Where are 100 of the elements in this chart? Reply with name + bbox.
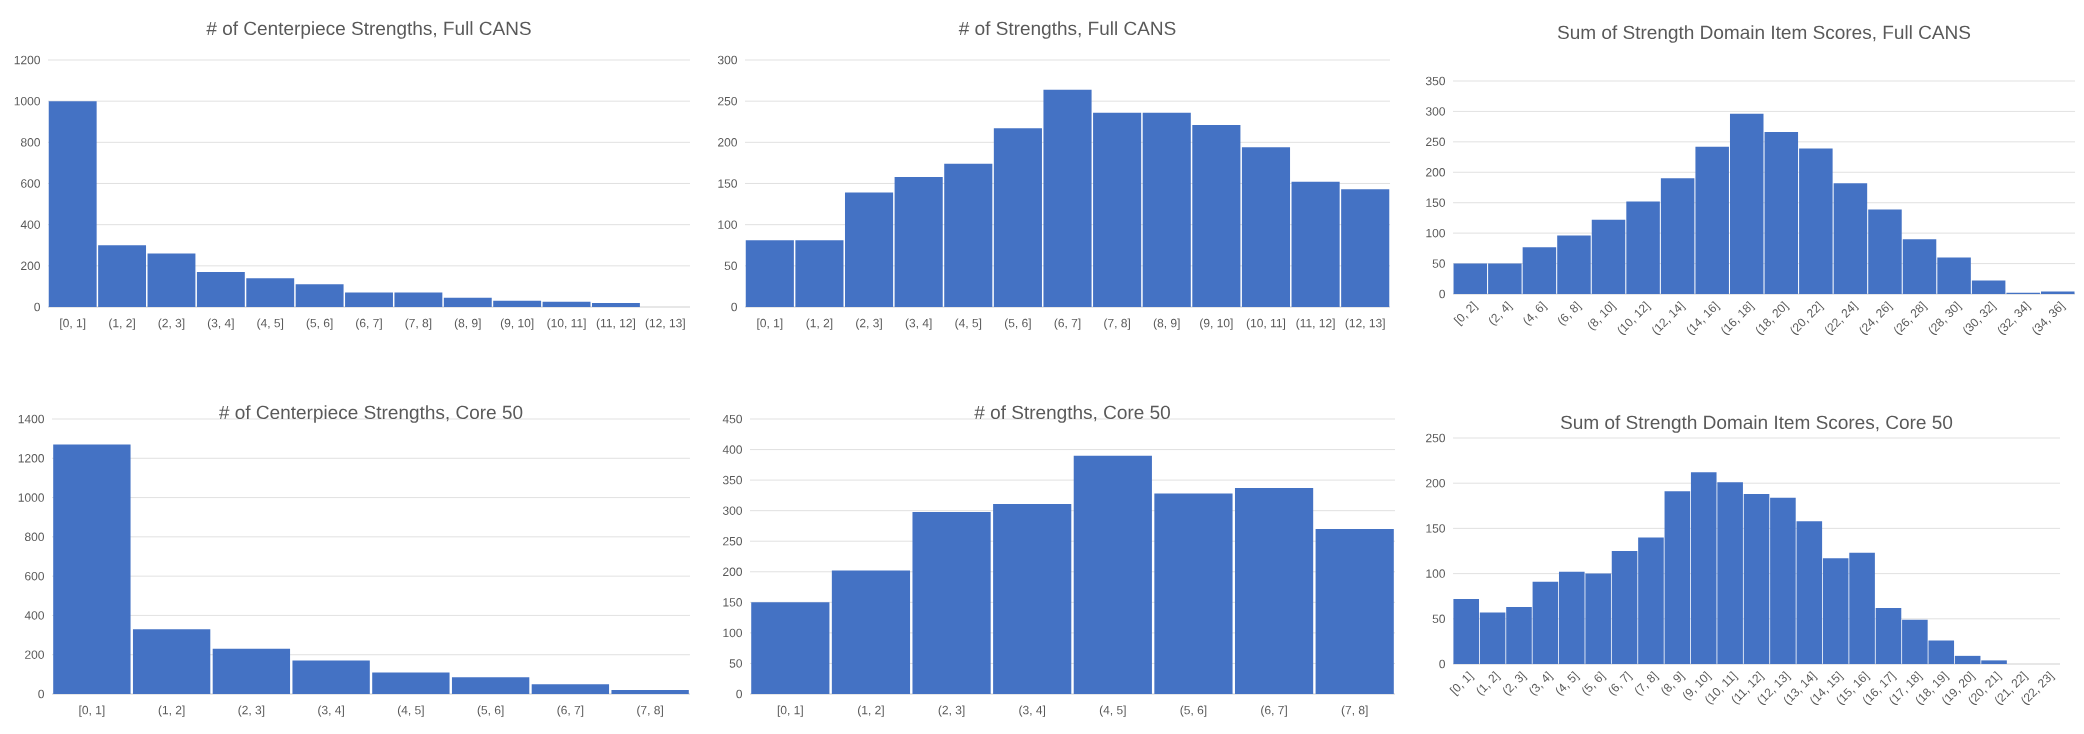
y-tick-label: 0 bbox=[736, 689, 743, 699]
x-tick-label: (7, 8] bbox=[405, 318, 432, 330]
bar bbox=[53, 444, 131, 694]
x-tick-label: (8, 10] bbox=[1587, 301, 1618, 331]
x-tick-label: (2, 3] bbox=[1503, 671, 1528, 696]
x-tick-label: (8, 9] bbox=[1153, 318, 1180, 330]
x-tick-label: (6, 7] bbox=[356, 318, 382, 330]
y-tick-label: 50 bbox=[1432, 614, 1446, 624]
y-tick-label: 150 bbox=[1426, 198, 1446, 207]
y-tick-label: 300 bbox=[722, 506, 743, 515]
x-tick-label: (5, 6] bbox=[1180, 705, 1207, 717]
x-tick-label: (8, 9] bbox=[454, 318, 481, 330]
x-tick-label: (11, 12] bbox=[596, 318, 635, 330]
chart-title: # of Centerpiece Strengths, Core 50 bbox=[219, 405, 523, 423]
y-tick-label: 300 bbox=[717, 55, 738, 65]
x-tick-label: (3, 4] bbox=[1529, 671, 1555, 696]
x-tick-label: (14, 16] bbox=[1686, 301, 1721, 336]
x-tick-label: (7, 8] bbox=[1635, 671, 1660, 696]
x-tick-label: (9, 10] bbox=[500, 318, 534, 330]
x-tick-label: (2, 3] bbox=[856, 318, 882, 330]
y-tick-label: 250 bbox=[718, 96, 738, 106]
x-tick-label: (4, 5] bbox=[257, 318, 284, 330]
x-tick-label: (2, 4] bbox=[1488, 301, 1514, 326]
y-tick-label: 200 bbox=[25, 650, 45, 659]
y-tick-label: 1000 bbox=[14, 96, 40, 106]
y-tick-label: 100 bbox=[718, 220, 738, 229]
bar bbox=[1315, 529, 1394, 694]
y-tick-label: 1000 bbox=[18, 493, 44, 502]
x-tick-label: (24, 26] bbox=[1859, 301, 1894, 336]
x-tick-label: (10, 12] bbox=[1617, 301, 1652, 336]
bar bbox=[451, 677, 530, 694]
y-tick-label: 50 bbox=[729, 659, 743, 668]
x-tick-label: [0, 1] bbox=[777, 705, 803, 717]
x-tick-label: (11, 12] bbox=[1296, 318, 1335, 330]
bar bbox=[372, 672, 450, 694]
y-tick-label: 1200 bbox=[14, 55, 40, 65]
bar bbox=[292, 660, 370, 694]
x-tick-label: (34, 36] bbox=[2032, 301, 2067, 336]
x-tick-label: (4, 6] bbox=[1523, 301, 1549, 326]
x-tick-label: (5, 6] bbox=[306, 318, 333, 330]
y-tick-label: 0 bbox=[731, 302, 738, 312]
x-tick-label: (4, 5] bbox=[1099, 705, 1126, 717]
x-tick-label: (4, 5] bbox=[397, 705, 424, 717]
x-tick-label: (6, 7] bbox=[557, 705, 584, 717]
chart-title: Sum of Strength Domain Item Scores, Core 50 bbox=[1560, 415, 1953, 433]
x-tick-label: (32, 34] bbox=[1997, 301, 2032, 336]
x-tick-label: (12, 13] bbox=[1345, 318, 1385, 330]
y-tick-label: 0 bbox=[1439, 659, 1446, 669]
y-tick-label: 600 bbox=[21, 179, 41, 188]
y-tick-label: 200 bbox=[718, 138, 738, 147]
x-tick-label: (6, 7] bbox=[1608, 671, 1634, 696]
x-tick-label: (3, 4] bbox=[1019, 705, 1046, 717]
x-tick-label: (30, 32] bbox=[1963, 301, 1998, 336]
y-tick-label: 400 bbox=[24, 611, 45, 620]
y-tick-label: 200 bbox=[1426, 168, 1446, 177]
bar bbox=[831, 570, 911, 694]
y-tick-label: 400 bbox=[20, 220, 41, 229]
x-tick-label: (16, 18] bbox=[1721, 301, 1756, 336]
bar bbox=[751, 602, 830, 694]
bar bbox=[531, 684, 610, 694]
y-tick-label: 250 bbox=[723, 536, 743, 546]
y-tick-label: 800 bbox=[20, 138, 41, 147]
x-tick-label: (4, 5] bbox=[1555, 671, 1581, 696]
chart-title: # of Strengths, Core 50 bbox=[974, 405, 1170, 423]
y-tick-label: 1400 bbox=[18, 414, 44, 424]
x-tick-label: (3, 4] bbox=[905, 318, 932, 330]
y-tick-label: 150 bbox=[1426, 524, 1446, 533]
x-tick-label: (7, 8] bbox=[637, 705, 663, 717]
y-tick-label: 250 bbox=[1426, 433, 1446, 443]
x-tick-label: (5, 6] bbox=[1582, 671, 1607, 696]
y-tick-label: 350 bbox=[722, 475, 743, 485]
x-tick-label: (7, 8] bbox=[1341, 705, 1368, 717]
x-tick-label: [0, 2] bbox=[1453, 301, 1480, 327]
x-tick-label: (6, 7] bbox=[1054, 318, 1081, 330]
x-tick-label: (1, 2] bbox=[1476, 671, 1502, 696]
y-tick-label: 200 bbox=[723, 567, 743, 577]
bar bbox=[147, 253, 196, 307]
bar bbox=[1154, 493, 1233, 694]
chart-title: # of Centerpiece Strengths, Full CANS bbox=[206, 21, 531, 39]
bar bbox=[132, 629, 211, 694]
y-tick-label: 50 bbox=[724, 261, 738, 271]
y-tick-label: 800 bbox=[24, 532, 45, 542]
x-tick-label: (9, 10] bbox=[1200, 318, 1233, 330]
y-tick-label: 450 bbox=[722, 414, 743, 424]
x-tick-label: [0, 1] bbox=[1449, 671, 1475, 697]
x-tick-label: [0, 1] bbox=[79, 705, 105, 717]
y-tick-label: 200 bbox=[21, 261, 41, 271]
y-tick-label: 400 bbox=[722, 445, 743, 454]
x-tick-label: (5, 6] bbox=[1004, 318, 1031, 330]
y-tick-label: 150 bbox=[718, 179, 738, 188]
bar bbox=[1073, 455, 1152, 694]
bar bbox=[1241, 147, 1291, 307]
x-tick-label: (12, 14] bbox=[1652, 301, 1687, 336]
x-tick-label: [0, 1] bbox=[757, 318, 783, 330]
x-tick-label: (5, 6] bbox=[477, 705, 504, 717]
x-tick-label: (12, 13] bbox=[645, 318, 685, 330]
bar bbox=[993, 503, 1072, 694]
y-tick-label: 300 bbox=[1425, 107, 1446, 116]
y-tick-label: 250 bbox=[1426, 137, 1446, 147]
chart-title: # of Strengths, Full CANS bbox=[958, 21, 1176, 39]
